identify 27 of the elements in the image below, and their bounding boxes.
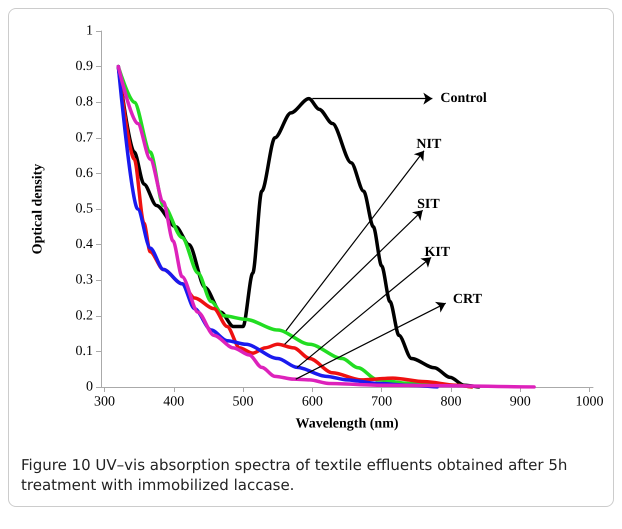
y-tick-label: 0.8 <box>76 94 93 110</box>
annotation: SIT <box>417 197 440 212</box>
x-axis-title: Wavelength (nm) <box>295 416 399 432</box>
text: Figure 10 UV–vis absorption spectra of textile effluents obtained after 5h treatment with immobilized laccase. <box>20 455 568 496</box>
x-tick-label: 500 <box>232 394 254 410</box>
x-tick-label: 400 <box>163 394 184 410</box>
x-tick-label: 900 <box>510 394 531 410</box>
y-tick-label: 0.9 <box>76 59 93 74</box>
annotation: NIT <box>416 136 442 152</box>
y-tick-label: 0.1 <box>76 344 93 359</box>
y-tick-label: 0.4 <box>76 237 93 252</box>
x-tick-label: 1000 <box>576 394 604 410</box>
y-tick-label: 1 <box>86 24 93 38</box>
y-axis-title: Optical density <box>30 164 46 254</box>
y-tick-label: 0.2 <box>76 308 93 324</box>
x-tick-label: 300 <box>94 394 115 410</box>
x-tick-label: 700 <box>371 394 392 410</box>
y-tick-label: 0 <box>86 380 93 394</box>
y-tick-label: 0.7 <box>76 130 93 146</box>
y-tick-label: 0.3 <box>76 272 93 288</box>
annotation: KIT <box>424 244 451 260</box>
x-tick-label: 800 <box>440 394 462 410</box>
annotation: Control <box>440 91 487 106</box>
annotation: CRT <box>452 292 483 308</box>
y-tick-label: 0.5 <box>76 202 93 216</box>
x-tick-label: 600 <box>302 394 323 410</box>
y-tick-label: 0.6 <box>76 166 93 181</box>
